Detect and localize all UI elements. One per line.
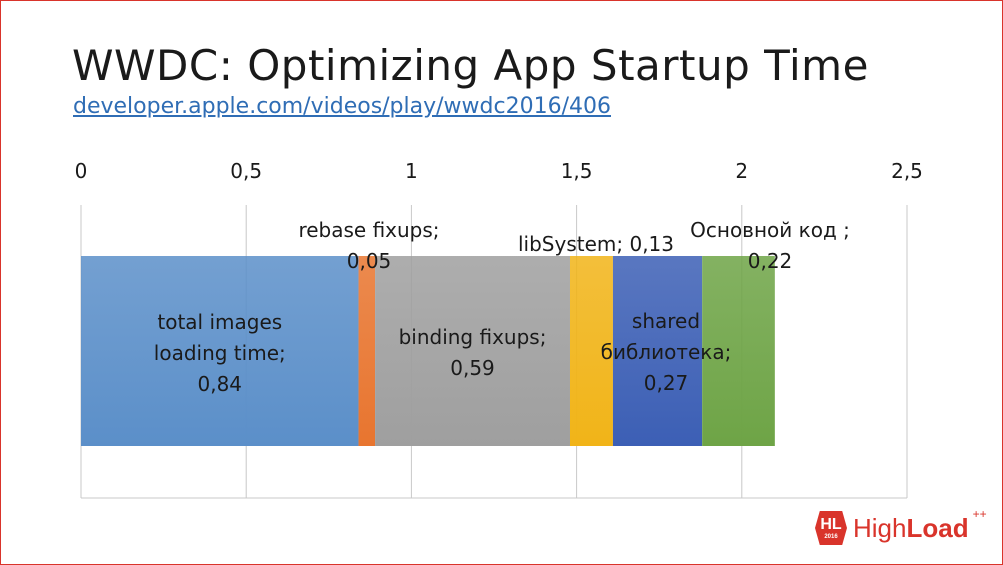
x-tick-label: 2,5	[891, 159, 923, 183]
data-label: 0,84	[198, 372, 243, 396]
x-tick-label: 1,5	[561, 159, 593, 183]
data-label: 0,22	[748, 249, 793, 273]
x-tick-label: 2	[735, 159, 748, 183]
bar-segments	[81, 256, 775, 446]
highload-badge-icon: HL 2016	[815, 511, 847, 545]
highload-wordmark: HighLoad ++	[853, 506, 987, 543]
bar-segment	[375, 256, 570, 446]
data-label: Основной код ;	[690, 218, 850, 242]
bar-segment	[81, 256, 359, 446]
data-label: 0,59	[450, 356, 495, 380]
data-label: libSystem; 0,13	[518, 232, 674, 256]
data-label: библиотека;	[601, 340, 732, 364]
data-label: total images	[157, 310, 282, 334]
segment-labels: total images loading time; 0,84 rebase fixu…	[154, 218, 850, 396]
x-tick-label: 0	[75, 159, 88, 183]
bar-segment	[702, 256, 775, 446]
data-label: loading time;	[154, 341, 286, 365]
data-label: shared	[632, 309, 700, 333]
bar-segment	[569, 256, 613, 446]
bar-segment	[358, 256, 376, 446]
data-label: binding fixups;	[399, 325, 547, 349]
highload-logo: HL 2016 HighLoad ++	[815, 506, 987, 545]
x-tick-label: 1	[405, 159, 418, 183]
x-tick-label: 0,5	[230, 159, 262, 183]
source-link[interactable]: developer.apple.com/videos/play/wwdc2016…	[73, 94, 611, 119]
slide-title: WWDC: Optimizing App Startup Time	[72, 41, 869, 90]
bar-segment	[612, 256, 703, 446]
data-label: 0,05	[347, 249, 392, 273]
data-label: rebase fixups;	[298, 218, 439, 242]
data-label: 0,27	[644, 371, 689, 395]
